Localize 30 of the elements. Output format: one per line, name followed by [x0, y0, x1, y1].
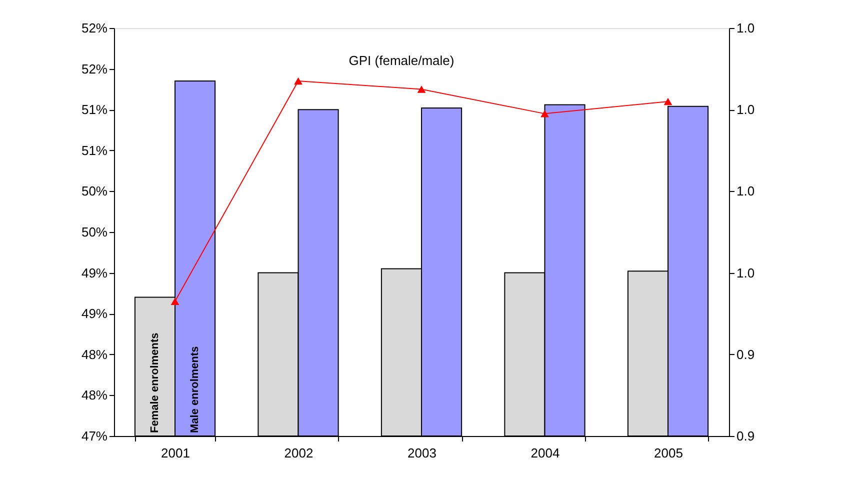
x-tick-label: 2003	[408, 446, 436, 460]
y-tick-label: 51%	[81, 102, 108, 118]
y2-tick-label: 1.0	[736, 20, 755, 36]
y-tick-label: 47%	[81, 428, 108, 444]
x-tick-label: 2001	[161, 446, 190, 460]
x-tick-label: 2005	[654, 446, 683, 460]
point	[417, 86, 426, 93]
point	[170, 298, 180, 305]
y2-tick-label: 0.9	[736, 428, 755, 444]
y-tick-label: 48%	[81, 388, 108, 403]
y-tick-label: 52%	[81, 20, 108, 36]
y-tick-label: 50%	[81, 224, 108, 240]
point	[540, 110, 549, 118]
y-tick-label: 49%	[81, 265, 108, 280]
y-tick-label: 51%	[81, 142, 108, 158]
y2-tick-label: 1.0	[736, 102, 755, 118]
y2-tick-label: 1.0	[736, 184, 755, 199]
x-tick-label: 2002	[284, 446, 314, 460]
point	[294, 77, 302, 85]
y2-tick-label: 1.0	[736, 265, 755, 280]
y-tick-label: 48%	[81, 346, 108, 362]
y2-tick-label: 0.9	[736, 346, 755, 362]
point	[664, 98, 672, 106]
series-label: Female enrolments	[148, 332, 161, 433]
y-tick-label: 50%	[81, 184, 108, 199]
y-tick-label: 49%	[81, 306, 108, 322]
y-tick-label: 52%	[81, 61, 108, 76]
series-label: Male enrolments	[189, 346, 202, 433]
x-tick-label: 2004	[530, 446, 560, 460]
series-label: GPI (female/male)	[348, 53, 454, 68]
